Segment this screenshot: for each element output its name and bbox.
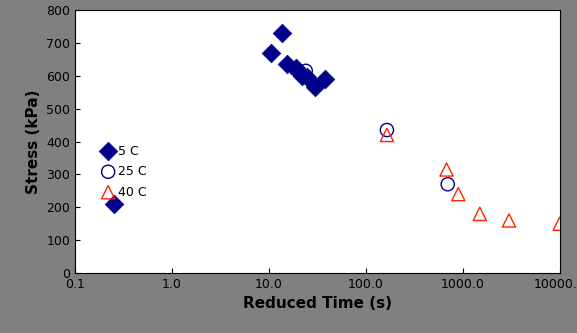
40 C (383, 132, 392, 138)
25 C (443, 181, 452, 187)
5 C (267, 50, 276, 55)
25 C (383, 127, 392, 133)
5 C (310, 85, 320, 90)
40 C (555, 221, 564, 226)
5 C (298, 73, 307, 79)
25 C (301, 68, 310, 74)
40 C (504, 218, 514, 223)
40 C (454, 191, 463, 197)
5 C (277, 30, 286, 36)
5 C (303, 75, 312, 80)
40 C (475, 211, 485, 216)
Y-axis label: Stress (kPa): Stress (kPa) (25, 89, 40, 194)
Legend: 5 C, 25 C, 40 C: 5 C, 25 C, 40 C (100, 142, 149, 201)
5 C (109, 201, 118, 207)
5 C (291, 65, 301, 70)
5 C (283, 62, 292, 67)
40 C (442, 167, 451, 172)
X-axis label: Reduced Time (s): Reduced Time (s) (243, 296, 392, 311)
25 C (291, 67, 301, 72)
5 C (320, 76, 329, 82)
